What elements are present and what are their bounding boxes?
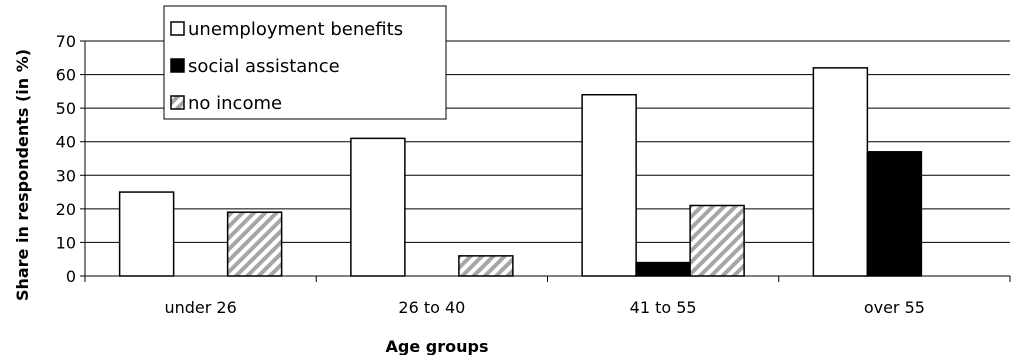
legend-swatch	[170, 21, 185, 36]
y-axis-title: Share in respondents (in %)	[13, 49, 32, 301]
bar-social-assistance-41-to-55	[635, 261, 691, 277]
legend-box	[163, 5, 447, 120]
bar-no-income-under-26	[226, 211, 283, 277]
bar-social-assistance-over-55	[866, 151, 923, 277]
y-tick-label: 40	[56, 133, 76, 152]
legend-label: social assistance	[188, 56, 340, 77]
bar-unemployment-benefits-over-55	[812, 67, 869, 277]
legend-label: no income	[188, 93, 282, 114]
y-tick-label: 20	[56, 200, 76, 219]
x-tick-label: under 26	[164, 298, 236, 317]
legend-label: unemployment benefits	[188, 19, 403, 40]
bar-unemployment-benefits-26-to-40	[350, 137, 406, 277]
axes: 0 10 20 30 40 50 60 70 under 26 26 to 40 41 to 55 o…	[56, 32, 1011, 317]
legend: unemployment benefits social assistance no…	[163, 5, 447, 120]
y-tick-label: 10	[56, 233, 76, 252]
x-tick-label: over 55	[864, 298, 925, 317]
bar-no-income-41-to-55	[689, 204, 745, 277]
legend-swatch	[170, 58, 185, 73]
y-tick-label: 30	[56, 166, 76, 185]
y-tick-label: 0	[66, 267, 76, 286]
x-tick-label: 41 to 55	[630, 298, 697, 317]
x-axis-title: Age groups	[386, 337, 489, 355]
y-tick-label: 60	[56, 66, 76, 85]
bar-unemployment-benefits-under-26	[118, 191, 175, 277]
bar-no-income-26-to-40	[458, 255, 514, 277]
bar-unemployment-benefits-41-to-55	[581, 93, 637, 277]
y-tick-label: 50	[56, 99, 76, 118]
x-tick-label: 26 to 40	[398, 298, 465, 317]
legend-swatch	[170, 95, 185, 110]
y-tick-label: 70	[56, 32, 76, 51]
